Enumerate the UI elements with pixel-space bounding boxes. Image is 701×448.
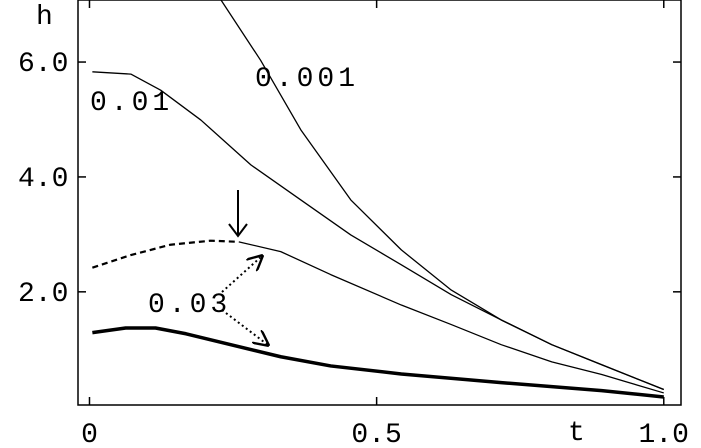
x-axis-label: t [568, 418, 585, 448]
y-axis-label: h [36, 2, 53, 33]
data-line [220, 0, 665, 391]
data-line [238, 241, 664, 394]
data-line [92, 239, 239, 269]
plot-frame [77, 0, 682, 406]
x-tick-label: 1.0 [639, 420, 689, 448]
dotted-arrow [221, 256, 262, 293]
arrow [228, 190, 248, 238]
x-tick-label: 0 [81, 420, 98, 448]
y-tick-label: 6.0 [18, 49, 68, 80]
y-tick-label: 4.0 [18, 164, 68, 195]
data-line [92, 71, 665, 391]
series-label: 0.01 [90, 88, 173, 119]
series-label: 0.03 [148, 290, 231, 321]
y-tick-label: 2.0 [18, 279, 68, 310]
data-line [92, 326, 664, 399]
series-label: 0.001 [255, 64, 359, 95]
x-tick-label: 0.5 [351, 420, 401, 448]
